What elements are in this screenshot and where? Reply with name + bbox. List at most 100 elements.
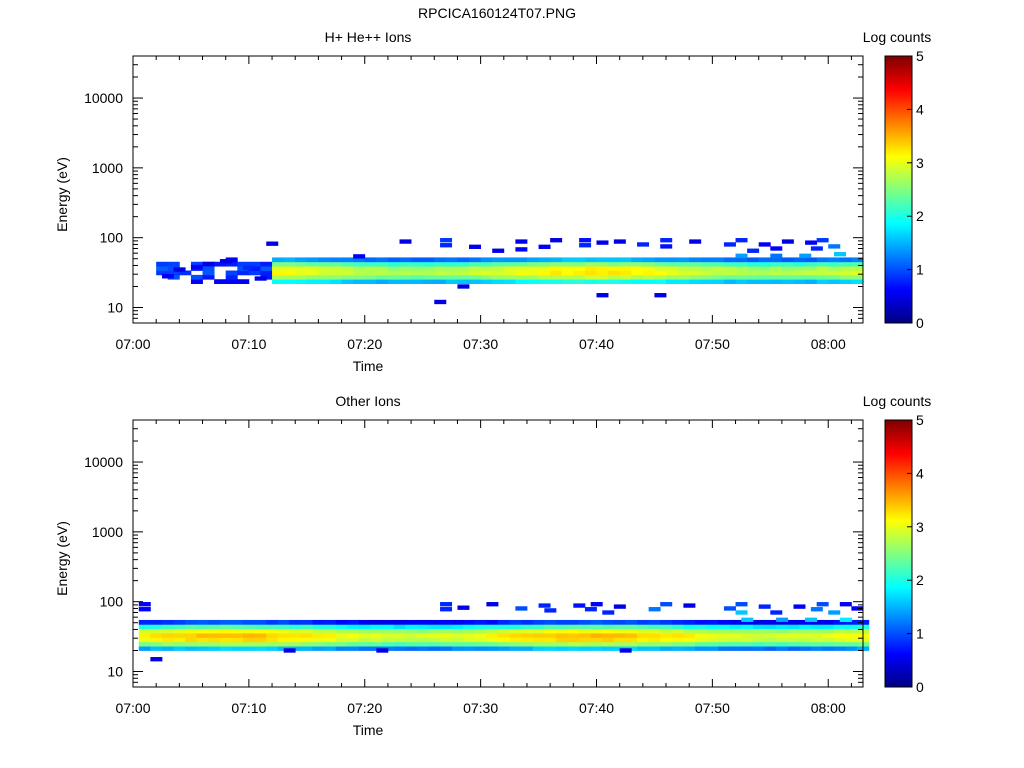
colorbar-segment xyxy=(885,98,912,102)
heatmap-cell xyxy=(202,270,215,276)
heatmap-cell xyxy=(260,270,273,276)
colorbar-segment xyxy=(885,641,912,645)
heatmap-cell xyxy=(364,274,377,280)
y-tick-label: 100 xyxy=(100,594,124,610)
heatmap-cell xyxy=(550,261,563,267)
colorbar-segment xyxy=(885,197,912,201)
colorbar-tick-label: 5 xyxy=(916,412,924,428)
y-tick-label: 1000 xyxy=(92,524,123,540)
heatmap-cell xyxy=(208,641,221,647)
heatmap-cell xyxy=(671,633,684,638)
heatmap-cell xyxy=(405,646,418,651)
heatmap-cell xyxy=(764,646,777,651)
heatmap-cell xyxy=(625,637,638,643)
heatmap-cell xyxy=(376,274,389,280)
heatmap-cell xyxy=(463,633,476,638)
colorbar-segment xyxy=(885,604,912,608)
colorbar-segment xyxy=(885,160,912,164)
heatmap-cell xyxy=(729,628,742,634)
heatmap-cell xyxy=(706,646,719,651)
heatmap-cell xyxy=(306,266,319,271)
x-tick-label: 07:30 xyxy=(463,336,498,352)
heatmap-sparse-cell xyxy=(550,238,563,243)
colorbar-segment xyxy=(885,433,912,437)
heatmap-cell xyxy=(185,641,198,647)
heatmap-cell xyxy=(335,637,348,643)
colorbar-segment xyxy=(885,572,912,576)
heatmap-cell xyxy=(735,261,748,267)
heatmap-cell xyxy=(306,274,319,280)
heatmap-cell xyxy=(254,641,267,647)
heatmap-cell xyxy=(190,279,203,284)
heatmap-sparse-cell xyxy=(810,607,823,612)
colorbar-segment xyxy=(885,74,912,78)
heatmap-cell xyxy=(277,641,290,647)
heatmap-cell xyxy=(428,641,441,647)
heatmap-cell xyxy=(752,637,765,643)
heatmap-cell xyxy=(243,619,256,625)
heatmap-cell xyxy=(196,628,209,634)
heatmap-cell xyxy=(625,633,638,638)
heatmap-cell xyxy=(225,279,238,284)
heatmap-cells xyxy=(156,238,864,305)
heatmap-cell xyxy=(590,637,603,643)
heatmap-sparse-cell xyxy=(735,253,748,258)
heatmap-cell xyxy=(822,633,835,638)
heatmap-cell xyxy=(515,261,528,267)
heatmap-cell xyxy=(822,641,835,647)
heatmap-cell xyxy=(637,633,650,638)
colorbar-segment xyxy=(885,569,912,573)
heatmap-cell xyxy=(689,279,702,284)
heatmap-cell xyxy=(474,646,487,651)
heatmap-cell xyxy=(295,279,308,284)
heatmap-sparse-cell xyxy=(741,617,754,622)
heatmap-cell xyxy=(718,641,731,647)
heatmap-cell xyxy=(654,257,667,263)
colorbar-segment xyxy=(885,649,912,653)
heatmap-cell xyxy=(440,646,453,651)
heatmap-cell xyxy=(706,624,719,630)
heatmap-cell xyxy=(700,279,713,284)
colorbar-segment xyxy=(885,317,912,321)
heatmap-sparse-cell xyxy=(161,274,174,279)
heatmap-cell xyxy=(845,628,858,634)
colorbar-segment xyxy=(885,82,912,86)
heatmap-cell xyxy=(260,266,273,271)
heatmap-cell xyxy=(202,274,215,280)
heatmap-cell xyxy=(619,261,632,267)
colorbar-segment xyxy=(885,550,912,554)
heatmap-cell xyxy=(428,624,441,630)
heatmap-cell xyxy=(857,628,870,634)
heatmap-cell xyxy=(196,641,209,647)
heatmap-sparse-cell xyxy=(150,657,163,662)
heatmap-cell xyxy=(173,641,186,647)
heatmap-cell xyxy=(567,641,580,647)
heatmap-cell xyxy=(596,270,609,276)
heatmap-sparse-cell xyxy=(515,606,528,611)
heatmap-cell xyxy=(834,624,847,630)
colorbar-segment xyxy=(885,250,912,255)
colorbar-segment xyxy=(885,90,912,94)
heatmap-cell xyxy=(758,257,771,263)
heatmap-sparse-cell xyxy=(219,259,232,264)
heatmap-sparse-cell xyxy=(515,239,528,244)
colorbar-segment xyxy=(885,553,912,557)
heatmap-cell xyxy=(341,274,354,280)
heatmap-cell xyxy=(243,641,256,647)
heatmap-cell xyxy=(822,619,835,625)
heatmap-cell xyxy=(358,637,371,643)
x-tick-label: 07:40 xyxy=(579,336,614,352)
heatmap-cell xyxy=(613,628,626,634)
colorbar-segment xyxy=(885,96,912,100)
heatmap-cell xyxy=(857,641,870,647)
heatmap-cell xyxy=(555,619,568,625)
heatmap-cell xyxy=(642,266,655,271)
colorbar-tick-label: 4 xyxy=(916,101,924,117)
heatmap-cell xyxy=(486,646,499,651)
heatmap-cell xyxy=(434,261,447,267)
heatmap-cell xyxy=(741,646,754,651)
heatmap-sparse-cell xyxy=(573,603,586,608)
heatmap-cell xyxy=(689,270,702,276)
plot-frame xyxy=(132,55,864,324)
heatmap-cell xyxy=(324,646,337,651)
